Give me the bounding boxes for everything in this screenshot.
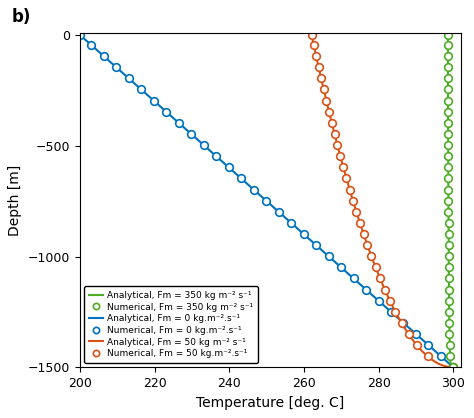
Y-axis label: Depth [m]: Depth [m] [9,164,22,236]
Legend: Analytical, Fm = 350 kg m⁻² s⁻¹, Numerical, Fm = 350 kg m⁻² s⁻¹, Analytical, Fm : Analytical, Fm = 350 kg m⁻² s⁻¹, Numeric… [84,286,258,363]
Text: b): b) [11,8,31,26]
X-axis label: Temperature [deg. C]: Temperature [deg. C] [196,396,345,410]
